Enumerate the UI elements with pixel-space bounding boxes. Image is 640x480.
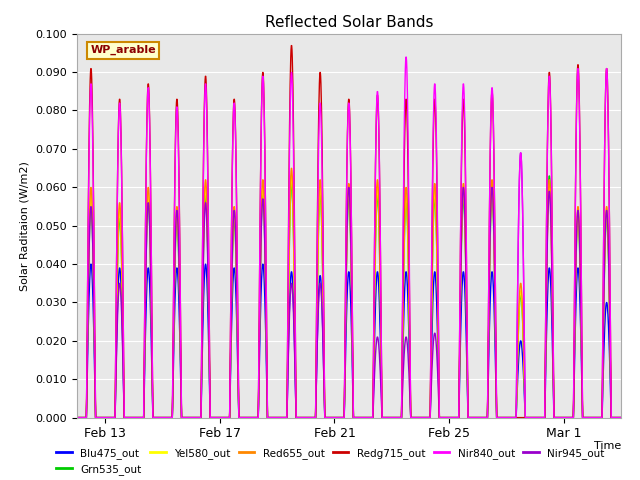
- Nir840_out: [617, 415, 625, 420]
- Nir945_out: [524, 415, 531, 420]
- Red655_out: [92, 415, 99, 420]
- Line: Nir840_out: Nir840_out: [77, 57, 621, 418]
- Title: Reflected Solar Bands: Reflected Solar Bands: [264, 15, 433, 30]
- Line: Red655_out: Red655_out: [77, 168, 621, 418]
- Legend: Blu475_out, Grn535_out, Yel580_out, Red655_out, Redg715_out, Nir840_out, Nir945_: Blu475_out, Grn535_out, Yel580_out, Red6…: [56, 448, 604, 475]
- Redg715_out: [380, 415, 388, 420]
- Line: Redg715_out: Redg715_out: [77, 46, 621, 418]
- Red655_out: [524, 415, 531, 420]
- Red655_out: [617, 415, 625, 420]
- Line: Grn535_out: Grn535_out: [77, 176, 621, 418]
- Red655_out: [213, 415, 221, 420]
- Y-axis label: Solar Raditaion (W/m2): Solar Raditaion (W/m2): [20, 161, 30, 290]
- Line: Yel580_out: Yel580_out: [77, 176, 621, 418]
- Redg715_out: [287, 43, 295, 48]
- Blu475_out: [213, 415, 221, 420]
- Grn535_out: [213, 415, 221, 420]
- Nir945_out: [516, 150, 524, 156]
- Red655_out: [73, 415, 81, 420]
- Nir945_out: [617, 415, 625, 420]
- Blu475_out: [87, 261, 95, 267]
- Redg715_out: [324, 415, 332, 420]
- Line: Nir945_out: Nir945_out: [77, 153, 621, 418]
- Text: Time: Time: [593, 441, 621, 451]
- Redg715_out: [73, 415, 81, 420]
- Grn535_out: [606, 340, 614, 346]
- Blu475_out: [92, 415, 100, 420]
- Nir840_out: [73, 415, 81, 420]
- Yel580_out: [606, 339, 614, 345]
- Grn535_out: [380, 415, 388, 420]
- Red655_out: [380, 415, 388, 420]
- Redg715_out: [524, 415, 531, 420]
- Grn535_out: [324, 415, 332, 420]
- Grn535_out: [73, 415, 81, 420]
- Yel580_out: [287, 173, 295, 179]
- Nir945_out: [213, 415, 221, 420]
- Nir945_out: [606, 337, 614, 343]
- Nir840_out: [324, 415, 332, 420]
- Blu475_out: [380, 415, 388, 420]
- Nir840_out: [92, 415, 99, 420]
- Yel580_out: [324, 415, 332, 420]
- Nir945_out: [73, 415, 81, 420]
- Grn535_out: [524, 415, 531, 420]
- Nir945_out: [92, 415, 99, 420]
- Blu475_out: [606, 372, 614, 377]
- Nir945_out: [324, 415, 332, 420]
- Grn535_out: [545, 173, 553, 179]
- Nir840_out: [213, 415, 221, 420]
- Redg715_out: [617, 415, 625, 420]
- Blu475_out: [524, 415, 531, 420]
- Red655_out: [324, 415, 332, 420]
- Yel580_out: [213, 415, 221, 420]
- Nir840_out: [380, 415, 388, 420]
- Yel580_out: [617, 415, 625, 420]
- Redg715_out: [606, 284, 614, 290]
- Red655_out: [287, 166, 295, 171]
- Redg715_out: [213, 415, 221, 420]
- Blu475_out: [73, 415, 81, 420]
- Grn535_out: [617, 415, 625, 420]
- Text: WP_arable: WP_arable: [90, 45, 156, 55]
- Red655_out: [606, 336, 614, 342]
- Blu475_out: [617, 415, 625, 420]
- Yel580_out: [380, 415, 388, 420]
- Nir840_out: [606, 284, 614, 290]
- Nir945_out: [380, 415, 388, 420]
- Yel580_out: [73, 415, 81, 420]
- Grn535_out: [92, 415, 99, 420]
- Blu475_out: [324, 415, 332, 420]
- Nir840_out: [402, 54, 410, 60]
- Yel580_out: [524, 415, 531, 420]
- Yel580_out: [92, 415, 99, 420]
- Nir840_out: [524, 415, 531, 420]
- Redg715_out: [92, 415, 99, 420]
- Line: Blu475_out: Blu475_out: [77, 264, 621, 418]
